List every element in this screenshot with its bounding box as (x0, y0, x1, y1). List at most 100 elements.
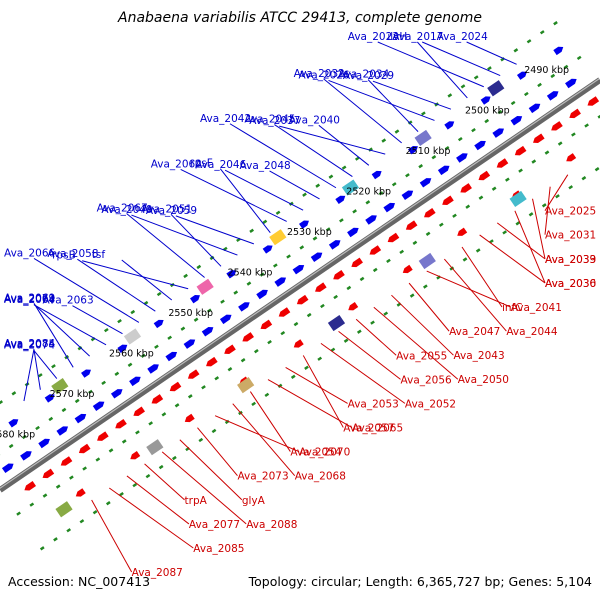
connector-line (23, 348, 35, 402)
reverse-gene-arrow (24, 481, 37, 491)
tick-mark (233, 290, 239, 295)
tick-mark (438, 222, 444, 227)
connector-line (320, 342, 406, 404)
tick-mark (299, 245, 305, 250)
tick-mark (523, 91, 529, 97)
connector-line (461, 246, 503, 308)
forward-gene-arrow (81, 369, 91, 378)
tick-mark (51, 364, 56, 369)
connector-line (421, 41, 501, 76)
forward-gene-arrow (444, 121, 455, 130)
connector-line (338, 330, 401, 380)
tick-mark (275, 210, 281, 215)
tick-mark (352, 209, 357, 214)
connector-line (496, 222, 546, 260)
connector-line (367, 79, 419, 132)
tick-mark (206, 308, 212, 313)
backbone-highlight (0, 78, 600, 489)
connector-line (274, 124, 353, 177)
reverse-gene-arrow (457, 227, 468, 236)
connector-line (77, 258, 156, 312)
connector-line (249, 391, 291, 452)
gene-block (487, 80, 505, 97)
reverse-gene-arrow (478, 170, 491, 181)
reverse-gene-label: Ava_2050 (458, 374, 509, 386)
forward-gene-arrow (38, 438, 50, 449)
tick-mark (306, 312, 312, 318)
scale-labels: 2490 kbp 2500 kbp 2510 kbp 2520 kbp 2530 kbp… (0, 65, 569, 441)
tick-mark (254, 348, 259, 354)
reverse-gene-label: Ava_2053 (348, 398, 399, 410)
scale-label: 2530 kbp (287, 227, 332, 238)
forward-gene-arrow (480, 96, 491, 105)
tick-mark (502, 230, 507, 235)
tick-mark (491, 186, 497, 191)
forward-gene-arrow (565, 78, 577, 89)
reverse-gene-arrow (569, 108, 581, 119)
scale-label: 2550 kbp (168, 308, 213, 319)
tick-mark (465, 204, 471, 209)
tick-mark (462, 257, 468, 262)
forward-gene-label: Ava_2048 (240, 160, 291, 172)
connector-line (170, 213, 222, 267)
tick-mark (88, 389, 93, 395)
topology-label: Topology: circular; Length: 6,365,727 bp… (248, 574, 592, 589)
gene-block (414, 129, 432, 146)
tick-mark (444, 145, 450, 151)
reverse-gene-arrow (42, 468, 55, 479)
tick-mark (92, 510, 98, 515)
reverse-gene-arrow (566, 153, 577, 162)
tick-mark (132, 482, 138, 488)
reverse-gene-arrow (293, 339, 304, 348)
reverse-gene-arrow (130, 450, 141, 460)
forward-gene-label: Ava_2063 (42, 295, 93, 307)
connector-line (91, 499, 133, 573)
reverse-gene-label: Ava_2025 (545, 206, 596, 218)
tick-mark (74, 398, 80, 404)
tick-mark (505, 177, 510, 182)
tick-mark (568, 185, 574, 190)
forward-gene-arrow (365, 215, 377, 225)
connector-line (33, 303, 74, 368)
connector-line (318, 124, 370, 166)
forward-gene-arrow (516, 71, 527, 80)
tick-mark (423, 284, 428, 289)
reverse-gene-label: Ava_2031 (545, 230, 596, 242)
forward-gene-arrow (335, 195, 346, 205)
reverse-gene-label: infC (502, 302, 523, 314)
forward-gene-arrow (371, 170, 382, 180)
tick-mark (108, 448, 114, 453)
forward-gene-arrow (328, 240, 341, 250)
scale-label: 2510 kbp (406, 146, 451, 157)
forward-gene-arrow (292, 264, 305, 275)
tick-mark (354, 156, 360, 161)
forward-gene-arrow (190, 294, 200, 304)
tick-mark (315, 183, 321, 188)
tick-mark (211, 428, 217, 434)
reverse-gene-arrow (242, 332, 254, 342)
tick-marks (0, 21, 600, 551)
tick-mark (312, 236, 318, 241)
reverse-gene-arrow (442, 195, 454, 206)
connector-line (214, 415, 300, 453)
reverse-gene-label: Ava_2044 (506, 326, 558, 338)
reverse-gene-arrow (187, 369, 200, 379)
forward-gene-arrow (129, 376, 141, 387)
forward-gene-label: Ava_2059 (146, 205, 197, 217)
forward-gene-arrow (226, 270, 237, 279)
forward-gene-label: Ava_2040 (289, 114, 340, 126)
reverse-gene-label: Ava_2052 (405, 398, 456, 410)
forward-gene-label: Ava_2058 (47, 248, 98, 260)
tick-mark (145, 473, 151, 479)
tick-mark (119, 491, 124, 497)
gene-features (1, 46, 600, 518)
scale-label: 2540 kbp (228, 268, 273, 279)
forward-gene-label: Ava_2046 (195, 159, 247, 171)
connector-line (121, 259, 173, 301)
forward-gene-label: Ava_2066 (4, 247, 56, 259)
tick-mark (277, 383, 283, 388)
tick-mark (240, 358, 246, 363)
tick-mark (48, 416, 54, 422)
tick-mark (541, 203, 547, 208)
connector-line (175, 215, 255, 245)
